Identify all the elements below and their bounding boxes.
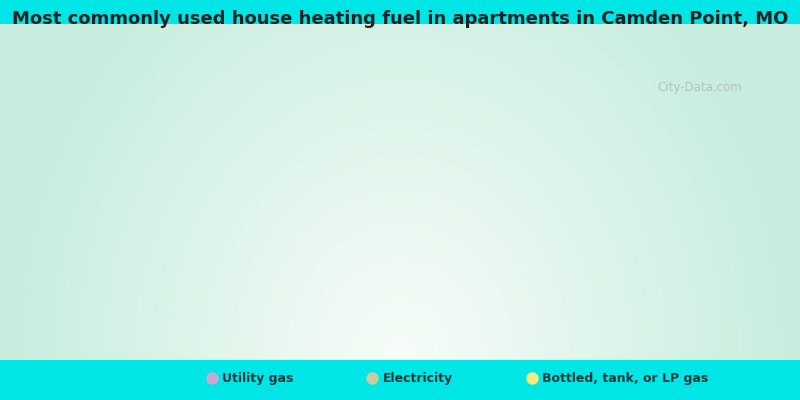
Wedge shape bbox=[417, 56, 597, 241]
Text: Bottled, tank, or LP gas: Bottled, tank, or LP gas bbox=[542, 372, 709, 385]
Wedge shape bbox=[202, 54, 431, 251]
Text: City-Data.com: City-Data.com bbox=[658, 82, 742, 94]
Text: Electricity: Electricity bbox=[382, 372, 453, 385]
Text: Most commonly used house heating fuel in apartments in Camden Point, MO: Most commonly used house heating fuel in… bbox=[12, 10, 788, 28]
Wedge shape bbox=[508, 233, 598, 251]
Text: Utility gas: Utility gas bbox=[222, 372, 294, 385]
